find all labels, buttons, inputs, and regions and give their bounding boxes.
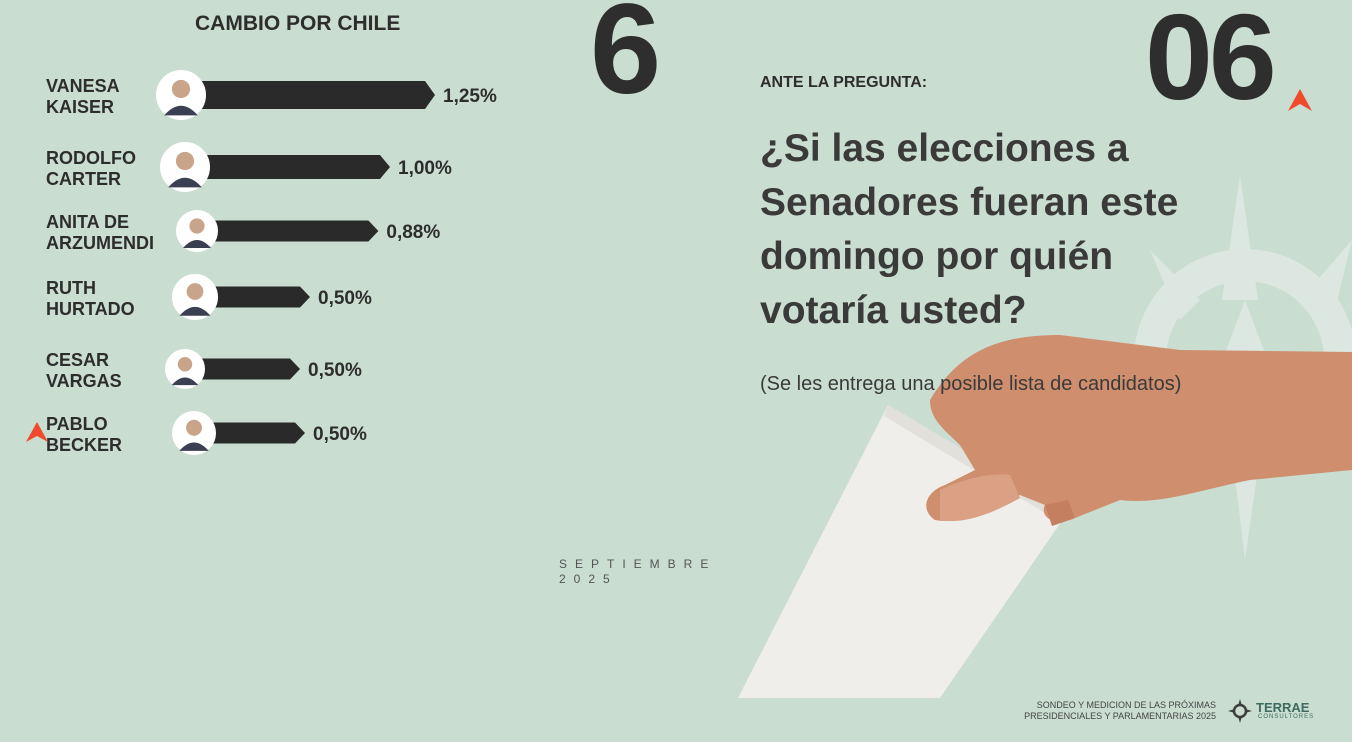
data-label: 0,50%	[318, 288, 372, 309]
data-label: 1,25%	[443, 86, 497, 107]
date-month: SEPTIEMBRE	[559, 557, 717, 571]
footer-text-line2: PRESIDENCIALES Y PARLAMENTARIAS 2025	[1024, 711, 1216, 721]
category-label-line1: PABLO	[46, 414, 108, 434]
category-label-line1: ANITA DE	[46, 212, 129, 232]
candidate-avatar-body	[171, 377, 199, 386]
bar	[200, 81, 435, 109]
candidate-avatar-face	[171, 79, 191, 99]
category-label-line2: BECKER	[46, 435, 122, 455]
question-note: (Se les entrega una posible lista de can…	[760, 373, 1182, 395]
category-label-line2: HURTADO	[46, 299, 135, 319]
bar	[205, 422, 305, 444]
data-label: 0,50%	[313, 424, 367, 445]
data-label: 0,88%	[386, 222, 440, 243]
brand-name: TERRAE	[1256, 700, 1310, 715]
candidate-avatar-body	[179, 306, 211, 316]
bar	[200, 358, 300, 380]
candidate-avatar-body	[164, 105, 198, 116]
big-number: 6	[590, 0, 662, 121]
date-year: 2025	[559, 572, 618, 586]
bar	[210, 220, 379, 242]
footer-text-line1: SONDEO Y MEDICION DE LAS PRÓXIMAS	[1036, 700, 1216, 710]
category-label-line1: CESAR	[46, 350, 109, 370]
terrae-logo-icon	[1228, 699, 1252, 723]
candidate-avatar-body	[183, 240, 211, 248]
bar	[210, 286, 310, 308]
brand-subtitle: CONSULTORES	[1258, 714, 1315, 720]
red-arrow-accent-icon	[26, 422, 48, 442]
candidate-avatar-face	[186, 283, 204, 300]
category-label-line1: RUTH	[46, 278, 96, 298]
candidate-avatar-face	[175, 151, 195, 171]
candidate-avatar-face	[189, 218, 205, 234]
question-intro: ANTE LA PREGUNTA:	[760, 74, 928, 91]
data-label: 0,50%	[308, 360, 362, 381]
category-label-line2: VARGAS	[46, 371, 122, 391]
chart-title: CAMBIO POR CHILE	[195, 12, 401, 35]
category-label-line1: RODOLFO	[46, 148, 136, 168]
category-label-line2: KAISER	[46, 97, 114, 117]
slide-number: 06	[1145, 0, 1277, 125]
category-label-line2: ARZUMENDI	[46, 233, 154, 253]
category-label-line2: CARTER	[46, 169, 121, 189]
question-text: ¿Si las elecciones a Senadores fueran es…	[760, 127, 1179, 332]
ballot-hand-image	[738, 335, 1352, 698]
bar	[200, 155, 390, 179]
red-arrow-accent-icon	[1288, 89, 1312, 111]
candidate-avatar-face	[186, 419, 202, 436]
category-label-line1: VANESA	[46, 76, 120, 96]
candidate-avatar-body	[168, 177, 202, 188]
candidate-avatar-face	[177, 357, 193, 372]
data-label: 1,00%	[398, 158, 452, 179]
candidate-avatar-body	[179, 442, 209, 451]
